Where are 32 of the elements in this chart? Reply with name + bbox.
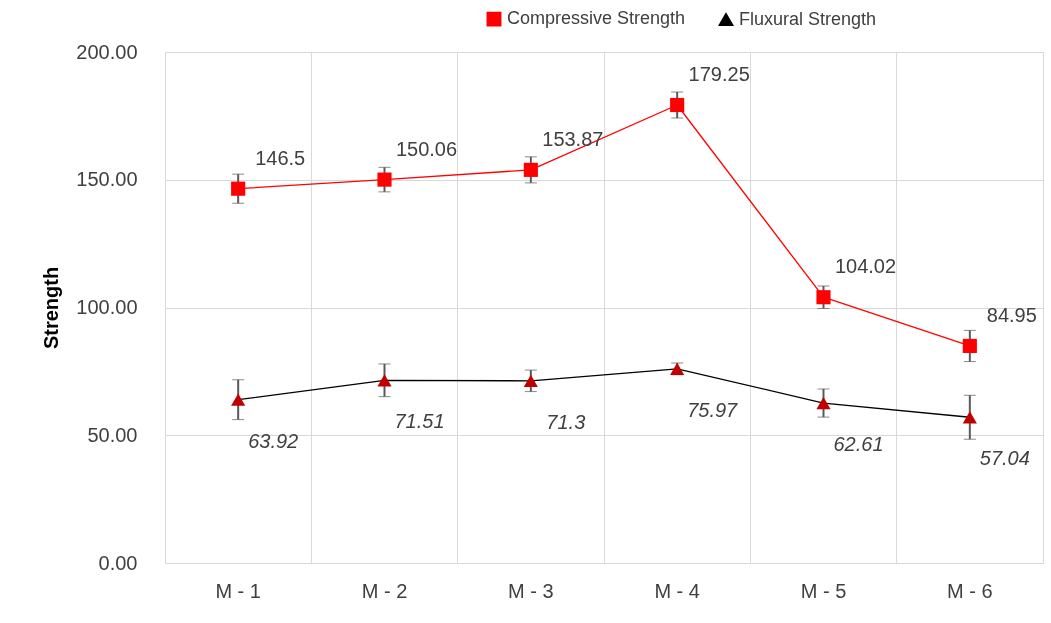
y-tick-label: 100.00 (76, 296, 138, 318)
x-tick-label: M - 1 (215, 579, 261, 602)
point (523, 162, 538, 177)
point (816, 290, 831, 305)
y-tick-label: 150.00 (76, 168, 138, 191)
data-label: 104.02 (834, 255, 897, 278)
y-tick-label: 50.00 (87, 423, 138, 446)
data-label: 71.3 (546, 410, 586, 433)
y-tick-label: 200.00 (76, 40, 138, 63)
legend-label: Compressive Strength (507, 8, 686, 29)
legend-label: Fluxural Strength (739, 8, 877, 29)
point (962, 338, 977, 354)
data-label: 57.04 (979, 447, 1030, 470)
x-tick-label: M - 4 (654, 579, 700, 602)
x-tick-label: M - 3 (508, 579, 554, 602)
data-label: 146.5 (255, 146, 306, 169)
data-label: 75.97 (687, 398, 739, 421)
data-label: 179.25 (688, 63, 750, 86)
data-label: 153.87 (542, 127, 604, 150)
data-label: 150.06 (395, 137, 458, 160)
x-tick-label: M - 2 (361, 579, 408, 602)
x-tick-label: M - 6 (947, 579, 993, 602)
point (377, 172, 392, 187)
data-label: 71.51 (394, 410, 445, 433)
data-label: 63.92 (248, 429, 299, 452)
y-tick-label: 0.00 (98, 551, 138, 574)
data-label: 84.95 (986, 303, 1037, 326)
point (670, 97, 685, 113)
data-label: 62.61 (833, 433, 884, 456)
x-tick-label: M - 5 (800, 579, 847, 602)
y-axis-title: Strength (40, 266, 63, 350)
point (231, 181, 246, 196)
